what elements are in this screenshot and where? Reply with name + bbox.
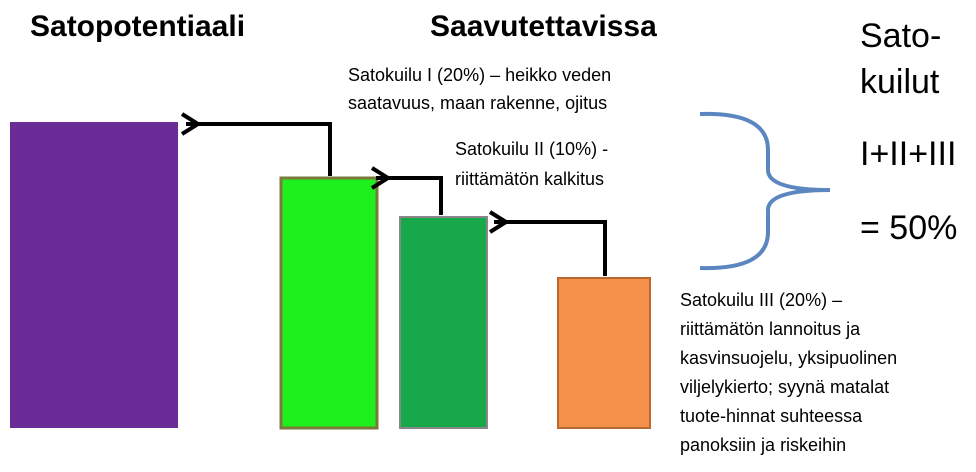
arrow — [488, 210, 607, 276]
gap-text: saatavuus, maan rakenne, ojitus — [348, 93, 607, 113]
summary-text: I+II+III — [860, 135, 956, 173]
summary-text: Sato- — [860, 17, 941, 55]
gap-text: tuote-hinnat suhteessa — [680, 406, 863, 426]
gap-text: Satokuilu II (10%) - — [455, 139, 608, 159]
gap-text: viljelykierto; syynä matalat — [680, 377, 889, 397]
summary-text: kuilut — [860, 63, 940, 101]
potential-title: Satopotentiaali — [30, 10, 245, 43]
gap1-bar — [279, 176, 379, 430]
arrow — [180, 112, 332, 176]
gap2-bar — [399, 216, 488, 429]
arrow — [370, 166, 443, 215]
brace — [699, 111, 831, 271]
gap3-bar — [557, 277, 651, 429]
achievable-title: Saavutettavissa — [430, 10, 657, 43]
gap-text: Satokuilu I (20%) – heikko veden — [348, 65, 611, 85]
gap-text: riittämätön lannoitus ja — [680, 319, 861, 339]
gap-text: panoksiin ja riskeihin — [680, 435, 846, 455]
summary-text: = 50% — [860, 209, 957, 247]
gap-text: riittämätön kalkitus — [455, 169, 604, 189]
potential-bar — [10, 122, 178, 428]
gap-text: kasvinsuojelu, yksipuolinen — [680, 348, 897, 368]
gap-text: Satokuilu III (20%) – — [680, 290, 842, 310]
